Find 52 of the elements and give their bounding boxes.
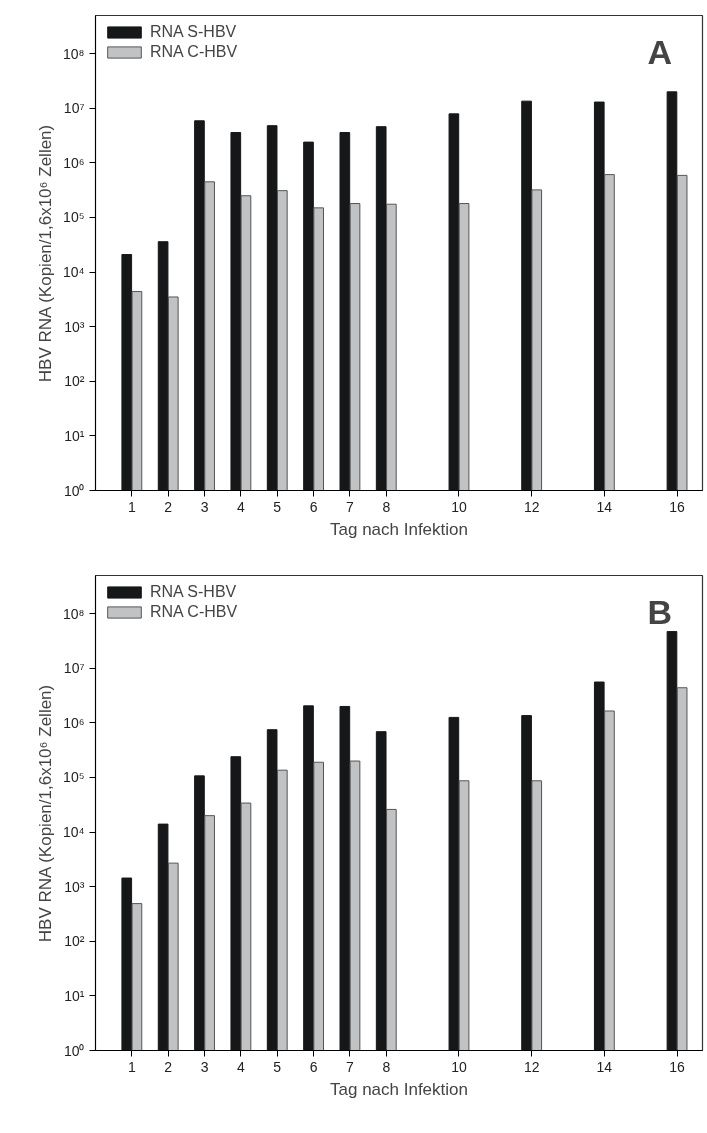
x-tick-label: 16	[669, 498, 686, 515]
legend-label: RNA S-HBV	[150, 583, 237, 601]
y-tick-label: 10⁷	[63, 660, 85, 677]
x-tick-label: 5	[273, 1058, 282, 1075]
y-tick-label: 10⁰	[63, 482, 85, 499]
x-tick-label: 3	[200, 1058, 209, 1075]
y-tick-label: 10⁷	[63, 100, 85, 117]
annotation: B	[647, 592, 673, 631]
x-tick-label: 6	[309, 498, 318, 515]
legend-label: RNA C-HBV	[150, 603, 238, 621]
x-axis-title: Tag nach Infektion	[330, 1079, 468, 1099]
y-axis-title: HBV RNA (Kopien/1,6x10⁶ Zellen)	[35, 684, 55, 943]
x-tick-label: 8	[382, 1058, 391, 1075]
x-tick-label: 7	[346, 1058, 355, 1075]
y-axis-title: HBV RNA (Kopien/1,6x10⁶ Zellen)	[35, 124, 55, 383]
y-tick-label: 10⁸	[63, 605, 85, 622]
y-tick-label: 10⁴	[62, 264, 85, 281]
x-tick-label: 4	[237, 1058, 245, 1075]
y-tick-label: 10⁰	[63, 1042, 85, 1059]
x-tick-label: 4	[237, 498, 245, 515]
y-tick-label: 10³	[64, 318, 85, 335]
x-tick-label: 5	[273, 498, 282, 515]
x-tick-label: 1	[127, 498, 136, 515]
x-tick-label: 16	[669, 1058, 686, 1075]
y-tick-label: 10⁸	[63, 45, 85, 62]
annotation: A	[647, 32, 673, 71]
y-tick-label: 10⁵	[63, 769, 85, 786]
y-tick-label: 10¹	[64, 987, 85, 1004]
x-tick-label: 8	[382, 498, 391, 515]
x-tick-label: 6	[309, 1058, 318, 1075]
y-tick-label: 10⁶	[63, 154, 85, 171]
legend-label: RNA S-HBV	[150, 23, 237, 41]
x-tick-label: 1	[127, 1058, 136, 1075]
y-tick-label: 10²	[64, 933, 85, 950]
x-tick-label: 7	[346, 498, 355, 515]
x-tick-label: 3	[200, 498, 209, 515]
x-tick-label: 12	[523, 1058, 540, 1075]
y-tick-label: 10⁶	[63, 714, 85, 731]
x-tick-label: 12	[523, 498, 540, 515]
x-axis-title: Tag nach Infektion	[330, 519, 468, 539]
y-tick-label: 10⁵	[63, 209, 85, 226]
x-tick-label: 2	[164, 498, 173, 515]
x-tick-label: 14	[596, 498, 613, 515]
y-tick-label: 10¹	[64, 427, 85, 444]
y-tick-label: 10⁴	[62, 824, 85, 841]
x-tick-label: 10	[451, 498, 467, 515]
x-tick-label: 2	[164, 1058, 173, 1075]
x-tick-label: 14	[596, 1058, 613, 1075]
y-tick-label: 10³	[64, 878, 85, 895]
x-tick-label: 10	[451, 1058, 467, 1075]
y-tick-label: 10²	[64, 373, 85, 390]
legend-label: RNA C-HBV	[150, 43, 238, 61]
